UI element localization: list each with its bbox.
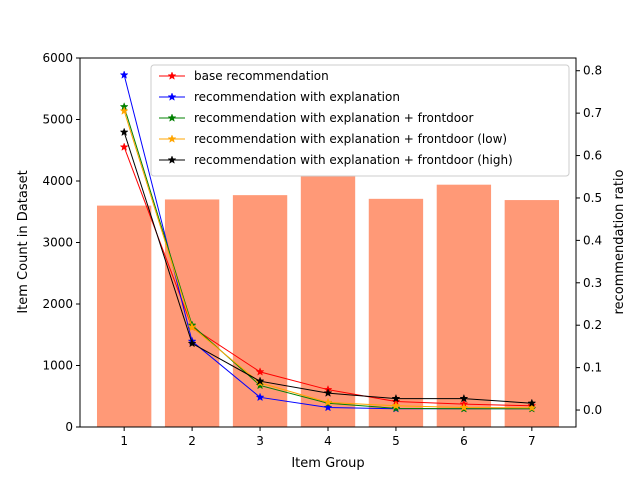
series-5-point-7 — [527, 398, 537, 408]
x-tick-label-4: 4 — [324, 434, 332, 448]
y-left-tick-label-6000: 6000 — [42, 51, 73, 65]
bar-group-5 — [368, 198, 424, 427]
series-4-point-5 — [391, 401, 401, 410]
series-4-point-2 — [187, 322, 197, 332]
y-right-tick-label-0.1: 0.1 — [583, 361, 602, 375]
legend-marker-4 — [167, 134, 177, 143]
bar-group-6 — [436, 184, 492, 427]
legend-marker-3 — [167, 113, 177, 122]
series-2-point-1 — [119, 70, 129, 79]
series-1-point-1 — [119, 142, 129, 151]
y-axis-right-label: recommendation ratio — [612, 169, 627, 314]
legend-label-1: base recommendation — [194, 69, 329, 83]
bar-group-1 — [96, 205, 152, 427]
legend-box — [150, 64, 570, 177]
legend-label-3: recommendation with explanation + frontd… — [194, 111, 473, 125]
x-tick-label-5: 5 — [392, 434, 400, 448]
y-left-tick-label-5000: 5000 — [42, 113, 73, 127]
y-left-tick-label-1000: 1000 — [42, 359, 73, 373]
x-tick-label-1: 1 — [120, 434, 128, 448]
legend-marker-1 — [167, 71, 177, 80]
y-right-tick-label-0.5: 0.5 — [583, 191, 602, 205]
x-tick-label-3: 3 — [256, 434, 264, 448]
x-axis-label: Item Group — [291, 456, 364, 471]
y-right-tick-label-0.8: 0.8 — [583, 64, 602, 78]
series-4-point-6 — [459, 402, 469, 412]
series-4-point-4 — [323, 397, 333, 407]
legend-marker-2 — [167, 92, 177, 101]
legend-label-5: recommendation with explanation + frontd… — [194, 153, 513, 167]
series-4-point-7 — [527, 403, 537, 412]
series-5-point-1 — [119, 127, 129, 137]
series-5-point-3 — [255, 376, 265, 386]
legend-marker-5 — [167, 155, 177, 164]
y-right-tick-label-0.3: 0.3 — [583, 276, 602, 290]
series-2-point-3 — [255, 392, 265, 402]
y-left-tick-label-2000: 2000 — [42, 297, 73, 311]
y-left-tick-label-3000: 3000 — [42, 236, 73, 250]
y-left-tick-label-4000: 4000 — [42, 174, 73, 188]
y-right-tick-label-0.2: 0.2 — [583, 318, 602, 332]
legend: base recommendation recommendation with e… — [150, 64, 570, 177]
y-right-tick-label-0.6: 0.6 — [583, 149, 602, 163]
series-4-point-1 — [119, 106, 129, 115]
x-tick-label-7: 7 — [528, 434, 536, 448]
lines-layer — [119, 70, 537, 413]
y-axis-right: 0.0 0.1 0.2 0.3 0.4 0.5 0.6 0.7 0.8 — [576, 64, 602, 417]
x-tick-label-2: 2 — [188, 434, 196, 448]
y-axis-left-label: Item Count in Dataset — [16, 170, 31, 313]
legend-label-2: recommendation with explanation — [194, 90, 400, 104]
series-5-point-2 — [187, 338, 197, 348]
x-axis: 1 2 3 4 5 6 7 — [120, 427, 536, 448]
series-5-point-5 — [391, 393, 401, 403]
x-tick-label-6: 6 — [460, 434, 468, 448]
series-1-point-3 — [255, 367, 265, 376]
y-axis-left: 0 1000 2000 3000 4000 5000 6000 — [42, 51, 80, 434]
y-right-tick-label-0: 0.0 — [583, 403, 602, 417]
bar-group-7 — [504, 200, 560, 427]
bar-group-3 — [232, 195, 288, 427]
series-3-point-5 — [391, 403, 401, 413]
y-left-tick-label-0: 0 — [65, 420, 73, 434]
series-5-point-4 — [323, 388, 333, 397]
series-2-point-4 — [323, 402, 333, 412]
series-5-point-6 — [459, 393, 469, 403]
bar-group-2 — [164, 199, 220, 427]
y-right-tick-label-0.4: 0.4 — [583, 233, 602, 247]
legend-label-4: recommendation with explanation + frontd… — [194, 132, 507, 146]
y-right-tick-label-0.7: 0.7 — [583, 106, 602, 120]
